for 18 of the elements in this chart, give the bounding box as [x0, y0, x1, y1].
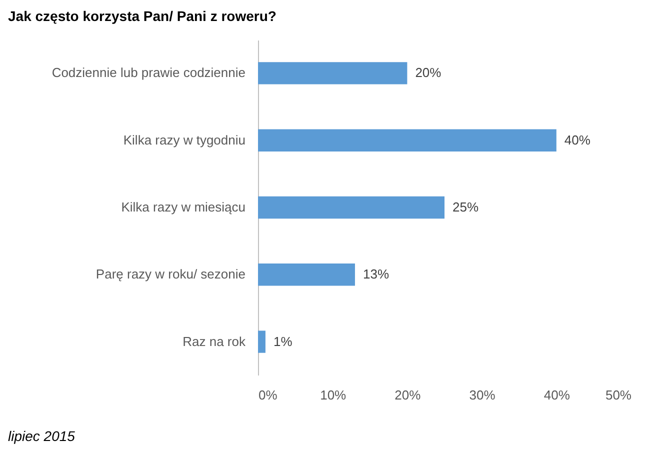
data-label: 13%: [362, 266, 390, 282]
x-tick-label: 0%: [258, 388, 278, 402]
y-tick-label: Kilka razy w tygodniu: [123, 132, 246, 148]
data-label: 1%: [273, 334, 293, 349]
x-tick-label: 30%: [469, 388, 496, 402]
y-tick-label: Parę razy w roku/ sezonie: [96, 266, 246, 282]
x-tick-label: 40%: [544, 388, 570, 402]
data-label: 20%: [415, 65, 442, 80]
data-label: 25%: [452, 200, 479, 214]
text: Jak często korzysta Pan/ Pani z roweru?: [8, 8, 276, 24]
y-tick-label: Codziennie lub prawie codziennie: [52, 65, 246, 80]
data-label: 40%: [564, 132, 591, 148]
y-tick-label: Kilka razy w miesiącu: [121, 200, 246, 214]
x-tick-label: 20%: [394, 388, 422, 402]
x-tick-label: 50%: [605, 388, 632, 402]
y-tick-label: Raz na rok: [182, 334, 246, 349]
text: lipiec 2015: [8, 428, 75, 444]
x-tick-label: 10%: [320, 388, 347, 402]
